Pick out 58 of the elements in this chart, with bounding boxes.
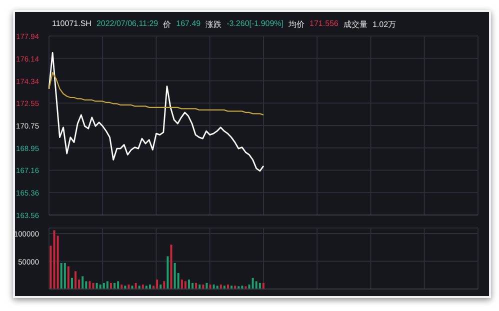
bar: [114, 282, 116, 289]
text: 涨跌: [206, 19, 222, 30]
text: 2022/07/06,11:29: [96, 19, 158, 30]
bar: [82, 276, 84, 289]
bar: [106, 281, 108, 289]
bar: [60, 262, 62, 289]
bar: [67, 266, 70, 289]
bar: [64, 262, 66, 289]
bar: [88, 281, 91, 289]
bar: [142, 284, 144, 289]
bar: [220, 284, 222, 289]
bar: [134, 282, 137, 289]
bar: [99, 284, 102, 289]
bar: [244, 286, 247, 289]
text: 110071.SH: [52, 19, 92, 30]
bar: [209, 284, 212, 289]
text: 171.556: [310, 19, 338, 30]
bar: [53, 230, 56, 289]
bar: [198, 284, 201, 289]
bar: [258, 282, 261, 289]
bar: [255, 281, 258, 289]
bar: [96, 282, 98, 289]
bar: [148, 284, 151, 289]
bar: [160, 284, 162, 289]
bar: [128, 284, 130, 289]
bar: [156, 280, 158, 289]
bar: [163, 281, 166, 289]
bar: [238, 286, 240, 289]
bar: [195, 282, 198, 289]
bar: [184, 281, 186, 289]
text: 167.49: [176, 19, 201, 30]
bar: [192, 282, 194, 289]
text: 1.02万: [372, 19, 396, 30]
text: 成交量: [343, 19, 368, 30]
line-series: [48, 52, 264, 172]
text: 价: [163, 19, 172, 30]
bar: [102, 282, 105, 289]
bar: [166, 256, 169, 289]
bar: [117, 281, 120, 289]
bar: [262, 282, 264, 289]
text: -3.260[-1.909%]: [226, 19, 284, 30]
bar: [206, 282, 208, 289]
bar: [74, 271, 77, 289]
text: 均价: [288, 19, 305, 30]
bar: [92, 282, 94, 289]
bar: [170, 244, 172, 289]
bar: [110, 282, 112, 289]
bar: [226, 284, 229, 289]
bar: [120, 284, 123, 289]
bar: [174, 262, 176, 289]
bar: [50, 246, 52, 289]
bar: [202, 284, 204, 289]
bar: [180, 280, 183, 289]
bar: [70, 278, 73, 289]
bar: [252, 278, 254, 289]
line-series: [48, 72, 264, 116]
bar: [212, 284, 215, 289]
bar: [188, 280, 190, 289]
